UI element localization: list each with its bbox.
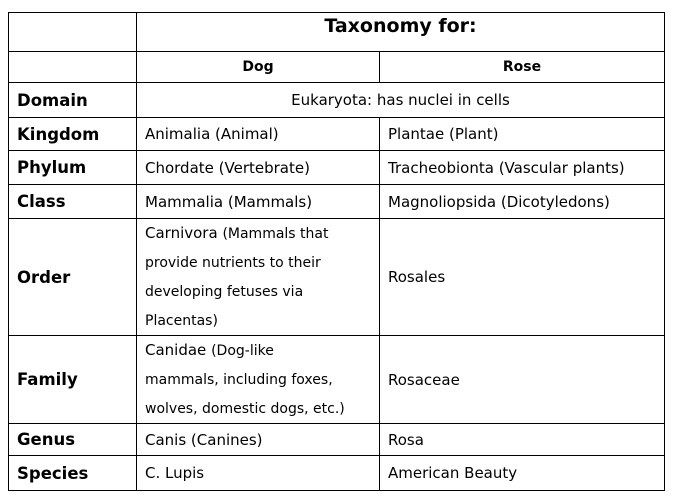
dog-family: Canidae (Dog-like mammals, including foxe… — [136, 335, 380, 424]
table-row-species: Species C. Lupis American Beauty — [8, 455, 665, 491]
dog-family-name: Canidae — [145, 341, 207, 359]
dog-species: C. Lupis — [136, 455, 380, 491]
dog-phylum: Chordate (Vertebrate) — [136, 150, 380, 185]
taxonomy-table: Taxonomy for: Dog Rose Domain Eukaryota:… — [8, 12, 665, 491]
header-row: Dog Rose — [8, 51, 665, 83]
corner-cell — [8, 12, 137, 52]
dog-order: Carnivora (Mammals that provide nutrients… — [136, 218, 380, 336]
dog-order-note-line-1: (Mammals that — [222, 226, 329, 242]
rank-label-phylum: Phylum — [8, 150, 137, 185]
dog-family-note-line-2: mammals, including foxes, — [145, 372, 333, 388]
rank-label-species: Species — [8, 455, 137, 491]
table-row-phylum: Phylum Chordate (Vertebrate) Tracheobion… — [8, 150, 665, 185]
rank-label-kingdom: Kingdom — [8, 117, 137, 151]
rank-label-family: Family — [8, 335, 137, 424]
dog-kingdom: Animalia (Animal) — [136, 117, 380, 151]
rank-label-domain: Domain — [8, 82, 137, 118]
table-row-kingdom: Kingdom Animalia (Animal) Plantae (Plant… — [8, 117, 665, 151]
rose-family: Rosaceae — [379, 335, 665, 424]
rose-kingdom: Plantae (Plant) — [379, 117, 665, 151]
dog-family-note-line-3: wolves, domestic dogs, etc.) — [145, 401, 345, 417]
rose-class: Magnoliopsida (Dicotyledons) — [379, 184, 665, 219]
column-header-rose: Rose — [379, 51, 665, 83]
dog-family-note-line-1: (Dog-like — [211, 343, 274, 359]
table-row-family: Family Canidae (Dog-like mammals, includi… — [8, 335, 665, 424]
title-row: Taxonomy for: — [8, 12, 665, 52]
table-row-class: Class Mammalia (Mammals) Magnoliopsida (… — [8, 184, 665, 219]
rank-label-class: Class — [8, 184, 137, 219]
table-row-genus: Genus Canis (Canines) Rosa — [8, 423, 665, 456]
rose-phylum: Tracheobionta (Vascular plants) — [379, 150, 665, 185]
dog-class: Mammalia (Mammals) — [136, 184, 380, 219]
domain-value: Eukaryota: has nuclei in cells — [136, 82, 665, 118]
rose-species: American Beauty — [379, 455, 665, 491]
dog-order-note-line-2: provide nutrients to their — [145, 255, 321, 271]
column-header-dog: Dog — [136, 51, 380, 83]
table-row-domain: Domain Eukaryota: has nuclei in cells — [8, 82, 665, 118]
table-row-order: Order Carnivora (Mammals that provide nut… — [8, 218, 665, 336]
header-corner-cell — [8, 51, 137, 83]
rose-genus: Rosa — [379, 423, 665, 456]
dog-order-note-line-4: Placentas) — [145, 313, 218, 329]
dog-order-note-line-3: developing fetuses via — [145, 284, 304, 300]
dog-genus: Canis (Canines) — [136, 423, 380, 456]
dog-order-name: Carnivora — [145, 224, 218, 242]
table-title: Taxonomy for: — [136, 12, 665, 52]
rank-label-order: Order — [8, 218, 137, 336]
rose-order: Rosales — [379, 218, 665, 336]
rank-label-genus: Genus — [8, 423, 137, 456]
